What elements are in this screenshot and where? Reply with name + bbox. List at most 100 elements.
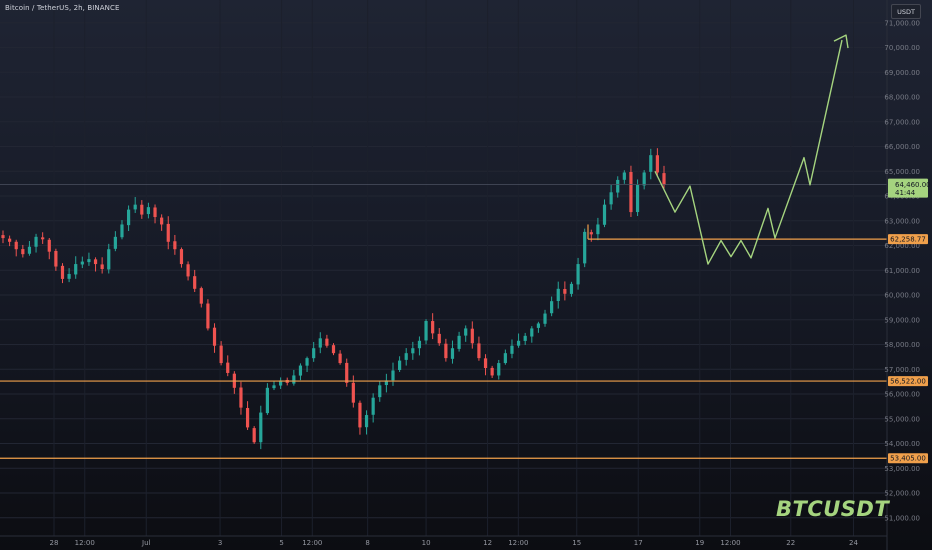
candle-body	[411, 348, 415, 354]
candle-body	[437, 333, 441, 344]
candle-body	[41, 237, 45, 240]
time-tick-label: 24	[849, 539, 858, 547]
horizontal-levels[interactable]	[0, 224, 887, 459]
candle-body	[384, 380, 388, 386]
candle-body	[609, 192, 613, 205]
candle-body	[226, 362, 230, 373]
candle-body	[259, 412, 263, 443]
candle-body	[569, 283, 574, 294]
candle-body	[166, 223, 170, 242]
candle-body	[444, 343, 448, 359]
candle-body	[325, 338, 329, 346]
price-tick-label: 61,000.00	[884, 267, 920, 275]
price-tick-label: 62,000.00	[884, 242, 920, 250]
candle-body	[635, 184, 640, 213]
candlestick-series	[1, 148, 666, 450]
horizontal-gridlines	[0, 22, 887, 519]
time-axis[interactable]: 28 12:00 Jul 3 5 12:00 8 10 12 12:00 15 17 19 12:00 22…	[50, 539, 859, 547]
candle-body	[186, 264, 190, 277]
symbol-title[interactable]: Bitcoin / TetherUS, 2h, BINANCE	[5, 4, 120, 12]
candle-body	[371, 397, 375, 415]
price-tick-label: 57,000.00	[884, 366, 920, 374]
candle-body	[431, 321, 435, 334]
level-price-tag	[888, 234, 928, 245]
candle-body	[312, 348, 316, 359]
candle-body	[510, 345, 514, 354]
candle-body	[351, 382, 355, 403]
candle-body	[80, 261, 84, 265]
price-tick-label: 53,000.00	[884, 465, 920, 473]
time-tick-label: 10	[422, 539, 431, 547]
candle-body	[160, 217, 164, 225]
candle-body	[27, 246, 32, 254]
candle-body	[14, 241, 18, 250]
time-tick-label: 17	[634, 539, 643, 547]
price-axis-tags: 62,258.77 56,522.00 53,405.00 64,460.0041:4…	[888, 178, 931, 464]
time-tick-label: 12:00	[508, 539, 528, 547]
last-price-label: 64,460.00	[895, 181, 931, 189]
time-tick-label: 5	[279, 539, 283, 547]
candle-body	[503, 353, 507, 364]
candle-body	[331, 345, 336, 354]
price-tick-label: 54,000.00	[884, 440, 920, 448]
level-price-tag-label: 56,522.00	[890, 378, 926, 386]
candle-body	[642, 172, 646, 186]
candle-body	[199, 288, 203, 304]
candle-body	[497, 363, 501, 376]
candle-body	[292, 375, 296, 384]
candle-body	[126, 209, 131, 226]
price-tick-label: 66,000.00	[884, 143, 920, 151]
candle-body	[649, 155, 653, 172]
time-tick-label: 19	[695, 539, 704, 547]
candle-body	[140, 204, 144, 215]
candle-body	[113, 236, 117, 249]
candle-body	[100, 264, 104, 270]
candle-body	[596, 224, 600, 235]
candle-body	[655, 155, 659, 173]
candle-body	[345, 362, 349, 383]
candle-body	[54, 250, 58, 267]
candle-body	[173, 241, 177, 250]
candle-body	[1, 235, 5, 239]
time-tick-label: 12:00	[720, 539, 740, 547]
candle-body	[470, 328, 474, 344]
symbol-watermark: BTCUSDT	[776, 497, 890, 521]
candle-body	[378, 385, 382, 398]
level-price-tag-label: 62,258.77	[890, 236, 926, 244]
candle-body	[483, 358, 488, 369]
price-tick-label: 58,000.00	[884, 341, 920, 349]
projection-path[interactable]	[654, 34, 849, 265]
candle-body	[279, 380, 283, 386]
candle-body	[516, 340, 521, 346]
candle-body	[133, 204, 137, 210]
currency-button[interactable]: USDT	[891, 4, 921, 19]
candle-body	[556, 288, 560, 301]
candle-body	[93, 259, 98, 265]
last-price-countdown: 41:44	[895, 189, 916, 197]
candle-body	[305, 358, 309, 366]
candle-body	[543, 313, 547, 324]
candle-body	[239, 387, 243, 408]
time-tick-label: 8	[365, 539, 369, 547]
candle-body	[146, 207, 151, 215]
candle-body	[219, 345, 223, 364]
price-tick-label: 56,000.00	[884, 391, 920, 399]
price-axis[interactable]: 51,000.00 52,000.00 53,000.00 54,000.00 55,0…	[884, 19, 920, 522]
price-tick-label: 55,000.00	[884, 415, 920, 423]
candle-body	[536, 323, 541, 328]
price-tick-label: 67,000.00	[884, 118, 920, 126]
candle-body	[629, 172, 633, 213]
price-tick-label: 69,000.00	[884, 69, 920, 77]
candle-body	[576, 264, 580, 285]
price-tick-label: 52,000.00	[884, 490, 920, 498]
candle-body	[530, 328, 534, 337]
candle-body	[21, 249, 25, 255]
candle-body	[60, 265, 65, 279]
time-tick-label: 28	[50, 539, 59, 547]
candle-body	[74, 264, 78, 275]
candle-body	[550, 301, 554, 314]
projection-arrowhead	[833, 34, 849, 49]
level-price-tag-label: 53,405.00	[890, 455, 926, 463]
time-tick-label: 22	[786, 539, 795, 547]
